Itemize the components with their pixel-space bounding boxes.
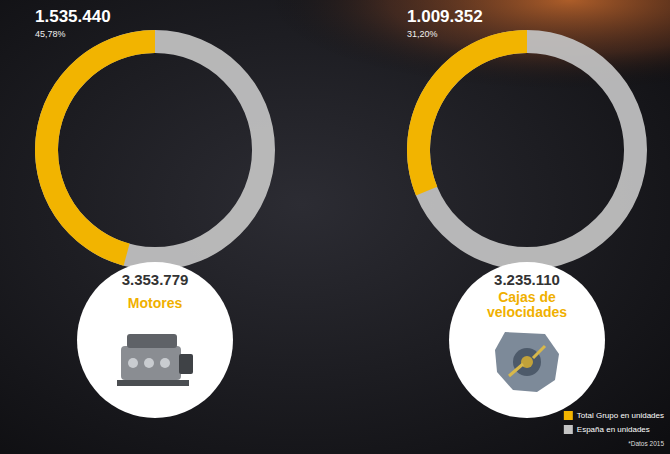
icon-part bbox=[127, 334, 177, 348]
icon-part bbox=[144, 358, 154, 368]
chart-container: 1.535.440 45,78% 3.353.779 Motores 1.009.352… bbox=[0, 0, 670, 454]
legend-label: España en unidades bbox=[577, 425, 650, 434]
icon-part bbox=[521, 356, 533, 368]
icon-part bbox=[495, 332, 559, 392]
donut bbox=[35, 30, 275, 270]
footnote: *Datos 2015 bbox=[628, 440, 664, 447]
donut bbox=[407, 30, 647, 270]
category-title: Motores bbox=[128, 295, 183, 311]
legend: Total Grupo en unidades España en unidade… bbox=[564, 411, 664, 434]
icon-part bbox=[121, 346, 181, 380]
percent-label: 31,20% bbox=[407, 29, 438, 39]
icon bbox=[495, 332, 559, 392]
background bbox=[0, 0, 670, 454]
value-label: 1.009.352 bbox=[407, 7, 483, 26]
total-ring bbox=[407, 30, 647, 270]
icon-part bbox=[160, 358, 170, 368]
value-arc bbox=[407, 30, 527, 196]
background-glow bbox=[0, 0, 670, 200]
info-circle bbox=[449, 262, 605, 418]
legend-label: Total Grupo en unidades bbox=[577, 411, 664, 420]
legend-swatch bbox=[564, 411, 573, 420]
icon-part bbox=[128, 358, 138, 368]
value-arc bbox=[35, 30, 155, 266]
icon-part bbox=[509, 346, 545, 376]
total-label: 3.353.779 bbox=[122, 271, 189, 288]
legend-swatch bbox=[564, 425, 573, 434]
percent-label: 45,78% bbox=[35, 29, 66, 39]
info-circle bbox=[77, 262, 233, 418]
category-title: Cajas develocidades bbox=[487, 289, 567, 320]
icon-part bbox=[179, 354, 193, 374]
icon bbox=[117, 334, 193, 386]
chart-svg: 1.535.440 45,78% 3.353.779 Motores 1.009.352… bbox=[0, 0, 670, 454]
total-label: 3.235.110 bbox=[494, 271, 560, 288]
total-ring bbox=[35, 30, 275, 270]
icon-part bbox=[117, 380, 189, 386]
value-label: 1.535.440 bbox=[35, 7, 111, 26]
